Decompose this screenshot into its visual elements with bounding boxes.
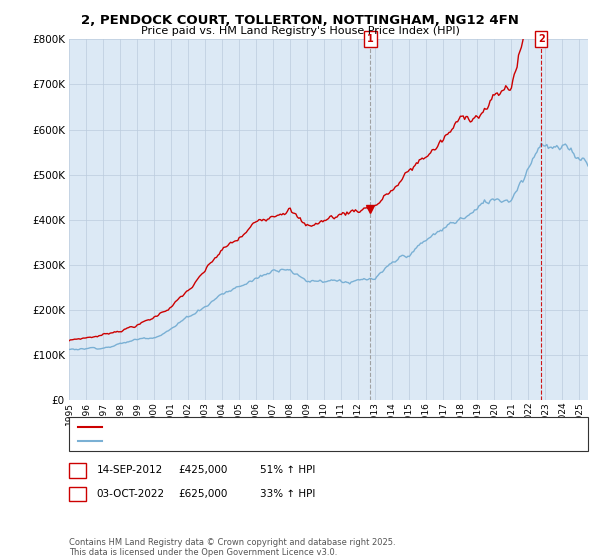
Text: Price paid vs. HM Land Registry's House Price Index (HPI): Price paid vs. HM Land Registry's House … — [140, 26, 460, 36]
Text: 03-OCT-2022: 03-OCT-2022 — [97, 489, 165, 499]
Text: HPI: Average price, detached house, Rushcliffe: HPI: Average price, detached house, Rush… — [108, 436, 337, 446]
Text: 1: 1 — [74, 465, 81, 475]
Text: 1: 1 — [367, 34, 374, 44]
Text: 14-SEP-2012: 14-SEP-2012 — [97, 465, 163, 475]
Text: 2: 2 — [74, 489, 81, 499]
Text: 33% ↑ HPI: 33% ↑ HPI — [260, 489, 315, 499]
Text: £625,000: £625,000 — [179, 489, 228, 499]
Text: £425,000: £425,000 — [179, 465, 228, 475]
Text: 51% ↑ HPI: 51% ↑ HPI — [260, 465, 315, 475]
Text: 2: 2 — [538, 34, 545, 44]
Text: 2, PENDOCK COURT, TOLLERTON, NOTTINGHAM, NG12 4FN: 2, PENDOCK COURT, TOLLERTON, NOTTINGHAM,… — [81, 14, 519, 27]
Text: Contains HM Land Registry data © Crown copyright and database right 2025.
This d: Contains HM Land Registry data © Crown c… — [69, 538, 395, 557]
Text: 2, PENDOCK COURT, TOLLERTON, NOTTINGHAM, NG12 4FN (detached house): 2, PENDOCK COURT, TOLLERTON, NOTTINGHAM,… — [108, 422, 487, 432]
